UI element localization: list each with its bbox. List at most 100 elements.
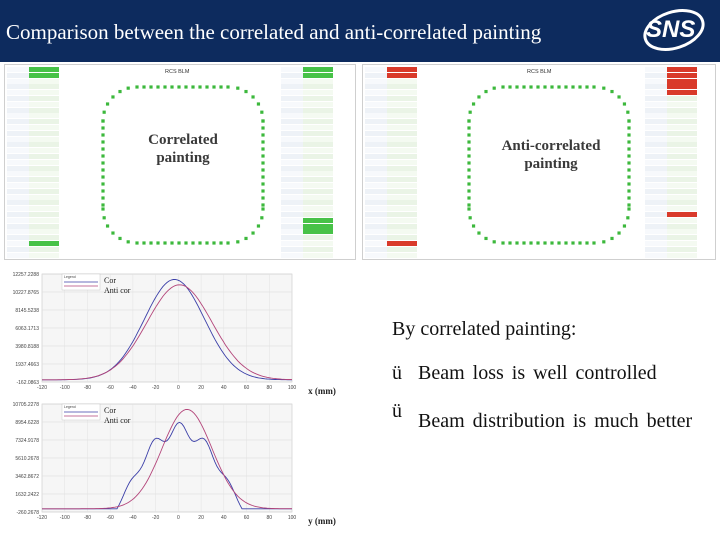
blm-value-cell [303, 223, 333, 229]
blm-value-cell [667, 188, 697, 194]
blm-value-cell [387, 235, 417, 241]
blm-id-cell [7, 130, 29, 136]
ring-caption-line1: Anti-correlated [501, 138, 601, 154]
blm-marker [610, 236, 614, 241]
blm-value-cell [29, 194, 59, 200]
ring-label: RCS BLM [527, 69, 552, 75]
blm-marker [467, 126, 471, 130]
blm-table-row [365, 90, 417, 96]
blm-value-cell [303, 101, 333, 107]
blm-value-cell [667, 95, 697, 101]
blm-table-row [7, 171, 59, 177]
blm-marker [256, 102, 261, 106]
blm-value-cell [387, 211, 417, 217]
blm-value-cell [29, 95, 59, 101]
blm-value-cell [303, 200, 333, 206]
blm-marker [578, 241, 582, 245]
blm-table-row [365, 136, 417, 143]
blm-marker [261, 189, 265, 193]
blm-table-row [281, 246, 333, 253]
blm-value-cell [303, 72, 333, 78]
blm-table-row [281, 188, 333, 195]
blm-id-cell [281, 235, 303, 241]
blm-table-row [281, 177, 333, 183]
blm-id-cell [7, 229, 29, 235]
blm-id-cell [281, 90, 303, 96]
ring-label: RCS BLM [165, 69, 190, 75]
blm-table-row [365, 107, 417, 114]
blm-table-row [365, 206, 417, 212]
blm-table-row [281, 223, 333, 230]
x-tick-label: -60 [107, 515, 114, 521]
y-tick-label: 1632.2422 [15, 492, 39, 498]
blm-marker [627, 203, 631, 207]
blm-table-row [645, 200, 697, 206]
blm-marker [212, 241, 216, 245]
blm-marker [149, 241, 153, 245]
blm-id-cell [645, 159, 667, 165]
legend-series-label: Anti cor [104, 286, 131, 295]
x-tick-label: -20 [152, 385, 159, 391]
blm-marker [261, 126, 265, 130]
blm-id-cell [365, 67, 387, 72]
blm-marker [261, 119, 265, 123]
blm-id-cell [281, 119, 303, 125]
blm-table-row [645, 188, 697, 195]
blm-id-cell [7, 182, 29, 188]
blm-table-row [365, 148, 417, 154]
blm-value-cell [667, 177, 697, 183]
blm-value-cell [667, 223, 697, 229]
legend-title: Legend [64, 275, 76, 279]
blm-id-cell [281, 72, 303, 78]
blm-marker [101, 189, 105, 193]
blm-marker [467, 189, 471, 193]
blm-value-cell [387, 223, 417, 229]
blm-id-cell [645, 95, 667, 101]
blm-marker [101, 147, 105, 151]
blm-value-cell [303, 95, 333, 101]
blm-value-cell [303, 119, 333, 125]
blm-value-cell [667, 182, 697, 188]
blm-marker [592, 241, 596, 245]
blm-marker [592, 85, 596, 89]
blm-marker [622, 224, 627, 228]
blm-id-cell [7, 67, 29, 72]
blm-value-cell [29, 67, 59, 72]
x-axis-label: x (mm) [308, 386, 336, 396]
blm-value-cell [387, 72, 417, 78]
blm-value-cell [667, 84, 697, 90]
blm-table-row [281, 211, 333, 218]
blm-table-row [365, 159, 417, 166]
blm-table-row [365, 78, 417, 85]
blm-table-row [7, 153, 59, 160]
blm-panel-correlated: RCS BLM Correlated painting [4, 64, 356, 260]
blm-id-cell [7, 200, 29, 206]
blm-marker [627, 182, 631, 186]
blm-value-cell [303, 252, 333, 258]
blm-table-row [645, 165, 697, 172]
blm-value-cell [667, 240, 697, 246]
blm-table-row [645, 252, 697, 259]
blm-marker [177, 241, 181, 245]
blm-marker [191, 241, 195, 245]
blm-marker [236, 86, 240, 90]
blm-marker [585, 85, 589, 89]
blm-marker [508, 85, 512, 89]
blm-table-row [645, 90, 697, 96]
blm-id-cell [281, 78, 303, 84]
blm-marker [261, 140, 265, 144]
blm-id-cell [281, 124, 303, 130]
blm-marker [101, 196, 105, 200]
blm-table-row [281, 229, 333, 235]
ring-caption-line2: painting [524, 156, 578, 172]
blm-id-cell [7, 136, 29, 142]
blm-marker [627, 140, 631, 144]
y-tick-label: 12257.2288 [13, 272, 40, 278]
blm-marker [501, 85, 505, 89]
blm-value-cell [303, 84, 333, 90]
blm-table-row [7, 84, 59, 90]
blm-value-cell [387, 67, 417, 72]
blm-id-cell [645, 165, 667, 171]
blm-table-right-a [365, 67, 417, 258]
blm-id-cell [365, 95, 387, 101]
